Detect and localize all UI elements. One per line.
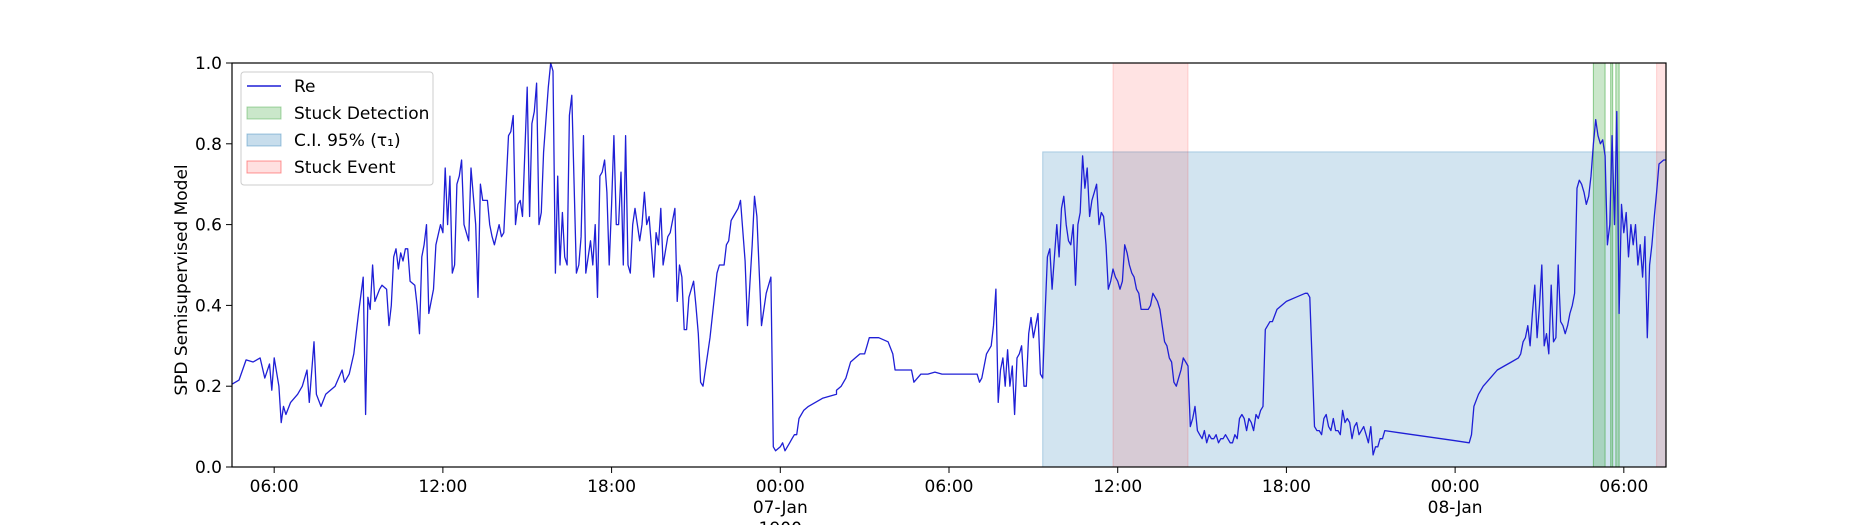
stuck-event-span-2 bbox=[1656, 62, 1667, 468]
x-tick-label: 00:00 bbox=[756, 477, 805, 497]
stuck-event-span-1 bbox=[1112, 62, 1189, 468]
y-tick-label: 0.4 bbox=[195, 296, 222, 316]
x-tick-label: 07-Jan bbox=[753, 498, 808, 518]
x-tick-label: 1900 bbox=[759, 519, 802, 525]
legend-patch-swatch bbox=[246, 106, 282, 120]
x-tick-label: 06:00 bbox=[1599, 477, 1648, 497]
x-tick-label: 06:00 bbox=[250, 477, 299, 497]
stuck-detection-span-2 bbox=[1610, 62, 1614, 468]
x-tick-label: 12:00 bbox=[1093, 477, 1142, 497]
x-tick-label: 18:00 bbox=[1262, 477, 1311, 497]
x-tick-label: 08-Jan bbox=[1428, 498, 1483, 518]
x-tick-label: 18:00 bbox=[587, 477, 636, 497]
legend-box bbox=[240, 71, 434, 186]
series-line-re bbox=[231, 62, 1666, 456]
legend-label: Stuck Detection bbox=[294, 104, 429, 124]
legend: Re Stuck Detection C.I. 95% (τ₁) Stuck Even… bbox=[240, 71, 434, 186]
legend-patch-swatch bbox=[246, 133, 282, 147]
legend-patch-swatch bbox=[246, 160, 282, 174]
legend-label: Re bbox=[294, 77, 316, 97]
y-tick-label: 0.0 bbox=[195, 458, 222, 478]
axes: 0.00.20.40.60.81.006:00 12:00 18:00 00:0007… bbox=[195, 54, 1667, 525]
x-tick-label: 06:00 bbox=[925, 477, 974, 497]
y-tick-label: 1.0 bbox=[195, 54, 222, 74]
y-tick-label: 0.8 bbox=[195, 135, 222, 155]
series-layer bbox=[231, 62, 1666, 456]
x-tick-label: 00:00 bbox=[1431, 477, 1480, 497]
shaded-regions bbox=[1042, 62, 1667, 468]
x-tick-label: 12:00 bbox=[418, 477, 467, 497]
y-tick-label: 0.6 bbox=[195, 216, 222, 236]
y-tick-label: 0.2 bbox=[195, 377, 222, 397]
legend-label: C.I. 95% (τ₁) bbox=[294, 131, 401, 151]
y-axis-label: SPD Semisupervised Model bbox=[172, 164, 192, 395]
legend-label: Stuck Event bbox=[294, 158, 396, 178]
